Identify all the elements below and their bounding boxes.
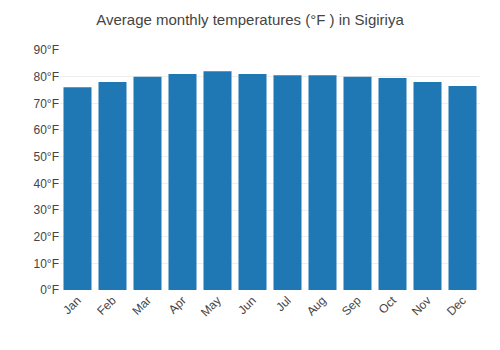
svg-text:50°F: 50°F	[34, 150, 59, 164]
svg-text:30°F: 30°F	[34, 203, 59, 217]
svg-text:10°F: 10°F	[34, 257, 59, 271]
svg-text:Dec: Dec	[444, 293, 469, 318]
svg-text:0°F: 0°F	[40, 283, 59, 297]
svg-text:May: May	[198, 293, 224, 319]
svg-text:60°F: 60°F	[34, 123, 59, 137]
svg-text:80°F: 80°F	[34, 70, 59, 84]
svg-text:Jun: Jun	[235, 293, 259, 317]
svg-text:90°F: 90°F	[34, 43, 59, 57]
svg-text:40°F: 40°F	[34, 177, 59, 191]
svg-text:Jul: Jul	[273, 293, 294, 314]
svg-text:Nov: Nov	[409, 293, 434, 318]
svg-text:Aug: Aug	[304, 293, 329, 318]
svg-text:20°F: 20°F	[34, 230, 59, 244]
svg-text:Oct: Oct	[376, 293, 400, 317]
svg-text:Mar: Mar	[129, 293, 154, 318]
svg-text:70°F: 70°F	[34, 97, 59, 111]
svg-text:Jan: Jan	[60, 293, 84, 317]
svg-text:Average monthly temperatures (: Average monthly temperatures (°F ) in Si…	[96, 11, 404, 28]
svg-text:Apr: Apr	[166, 293, 189, 316]
svg-text:Sep: Sep	[339, 293, 364, 318]
svg-text:Feb: Feb	[94, 293, 119, 318]
